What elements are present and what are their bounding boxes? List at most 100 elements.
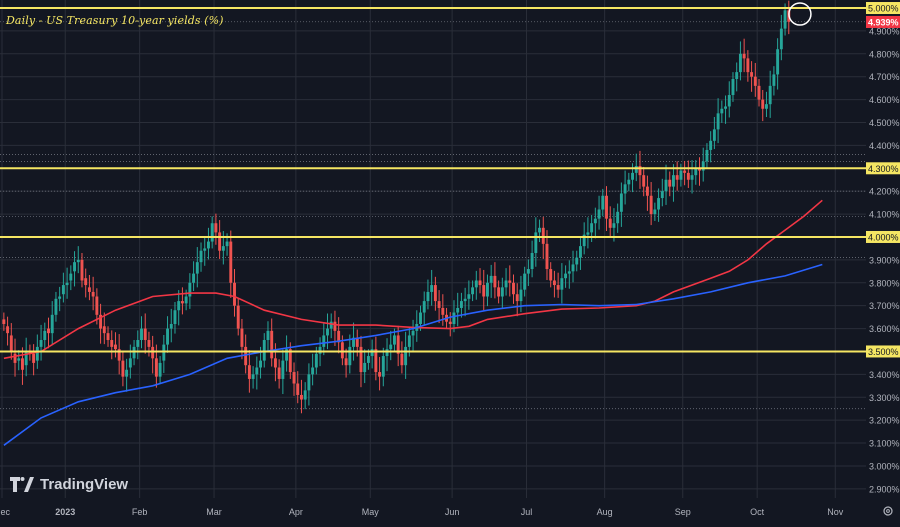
candle-body	[735, 72, 739, 79]
price-axis-tick: 3.600%	[869, 324, 900, 334]
candle-body	[262, 340, 266, 361]
candle-body	[393, 335, 396, 345]
candle-body	[337, 330, 341, 343]
candle-body	[35, 346, 39, 361]
candle-body	[605, 195, 608, 219]
candle-body	[180, 301, 184, 304]
candle-body	[114, 344, 117, 350]
candle-body	[162, 344, 166, 361]
candle-body	[668, 179, 672, 187]
candle-body	[497, 287, 501, 297]
time-axis-label: Jul	[521, 507, 533, 517]
candle-body	[426, 291, 430, 302]
candle-body	[783, 10, 787, 29]
key-level-label: 4.300%	[868, 164, 899, 174]
candle-body	[352, 337, 355, 347]
candle-body	[374, 349, 378, 373]
candle-body	[556, 285, 560, 290]
candle-body	[21, 358, 24, 370]
candle-body	[679, 170, 683, 180]
candle-body	[43, 330, 47, 341]
candle-body	[32, 353, 36, 363]
tradingview-logo-icon	[10, 477, 34, 492]
price-axis-tick: 3.000%	[869, 461, 900, 471]
candle-body	[270, 330, 274, 359]
candle-body	[459, 301, 463, 308]
candle-body	[143, 328, 147, 341]
candle-body	[638, 166, 642, 176]
candle-body	[218, 232, 222, 251]
candle-body	[660, 191, 664, 199]
candle-body	[616, 211, 620, 224]
candle-body	[24, 351, 28, 366]
candle-body	[742, 53, 746, 59]
candle-body	[757, 85, 761, 100]
candle-body	[240, 328, 244, 347]
candle-body	[259, 360, 262, 368]
time-axis-label: 2023	[55, 507, 75, 517]
tradingview-logo[interactable]: TradingView	[10, 476, 128, 493]
candle-body	[6, 326, 10, 334]
candle-body	[166, 328, 169, 345]
candle-body	[195, 262, 199, 274]
candle-body	[634, 166, 638, 173]
settings-gear-icon[interactable]	[882, 505, 894, 517]
candle-body	[140, 328, 143, 341]
candle-body	[526, 269, 530, 274]
candle-body	[564, 273, 568, 279]
candle-body	[9, 335, 13, 352]
candle-body	[765, 104, 768, 109]
tradingview-logo-text: TradingView	[40, 476, 129, 493]
candle-body	[419, 312, 422, 324]
candle-body	[779, 28, 783, 50]
candle-body	[17, 358, 21, 361]
candle-body	[102, 326, 106, 334]
candle-body	[322, 335, 326, 347]
time-axis-label: Jun	[445, 507, 460, 517]
candle-body	[28, 351, 32, 354]
time-axis-label: Sep	[675, 507, 691, 517]
candle-body	[192, 273, 196, 283]
key-level-label: 3.500%	[868, 347, 899, 357]
candle-body	[411, 330, 415, 336]
price-axis-tick: 4.800%	[869, 49, 900, 59]
time-axis-label: May	[362, 507, 380, 517]
candle-body	[273, 358, 277, 368]
candle-body	[151, 346, 155, 359]
key-level-label-bg	[866, 162, 900, 175]
candle-body	[407, 335, 411, 347]
candle-body	[776, 49, 780, 75]
candle-body	[184, 296, 188, 304]
candle-body	[489, 275, 493, 283]
candle-body	[645, 186, 649, 196]
candle-body	[73, 262, 76, 272]
candle-body	[761, 99, 765, 109]
price-axis-tick: 3.800%	[869, 278, 900, 288]
candle-body	[623, 184, 627, 194]
price-axis-tick: 2.900%	[869, 484, 900, 494]
price-axis-tick: 4.100%	[869, 210, 900, 220]
candle-body	[370, 349, 374, 357]
candle-body	[303, 390, 307, 400]
candle-body	[664, 179, 668, 192]
candle-body	[229, 241, 233, 283]
candle-body	[474, 280, 478, 288]
time-axis-label: Apr	[289, 507, 303, 517]
price-axis-tick: 3.400%	[869, 370, 900, 380]
candle-body	[705, 149, 709, 162]
candle-body	[437, 301, 441, 308]
candle-body	[307, 374, 311, 391]
key-level-label: 5.000%	[868, 4, 899, 14]
candle-body	[236, 305, 240, 329]
candle-body	[508, 280, 512, 283]
candle-body	[2, 319, 6, 324]
candle-body	[58, 296, 62, 299]
time-axis-label: Oct	[750, 507, 765, 517]
candle-body	[285, 349, 289, 361]
candle-body	[344, 358, 348, 366]
candle-body	[619, 193, 623, 212]
price-axis-tick: 3.200%	[869, 416, 900, 426]
candle-body	[348, 346, 352, 366]
